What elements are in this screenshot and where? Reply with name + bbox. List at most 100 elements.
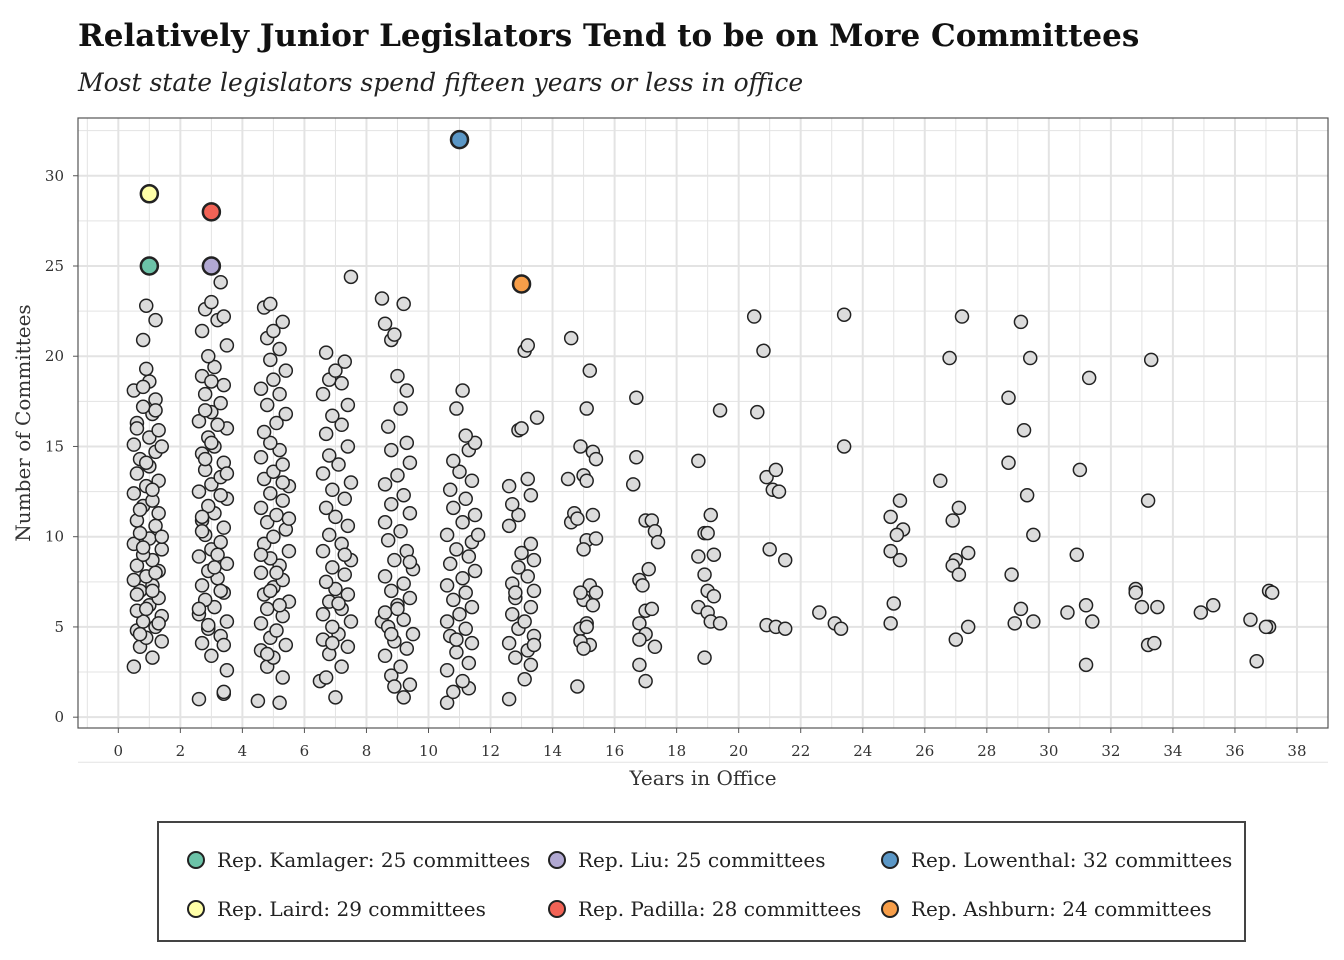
data-point	[210, 417, 225, 433]
data-point	[501, 518, 517, 534]
data-point	[135, 540, 151, 555]
data-point	[1085, 614, 1100, 629]
data-point	[259, 601, 275, 617]
data-point	[697, 567, 712, 582]
legend-label: Rep. Liu: 25 committees	[578, 848, 826, 872]
data-point	[836, 307, 852, 322]
data-point	[635, 578, 650, 593]
data-point	[253, 450, 269, 465]
data-point	[883, 616, 898, 631]
data-point	[1069, 547, 1085, 562]
data-point	[1072, 462, 1088, 478]
data-point	[777, 552, 793, 568]
x-tick-label: 38	[1287, 742, 1306, 760]
data-point	[405, 626, 421, 642]
data-point	[321, 448, 337, 463]
data-point	[508, 585, 523, 600]
data-point	[340, 439, 356, 454]
data-point	[588, 531, 604, 546]
data-point	[517, 614, 532, 629]
data-point	[706, 547, 722, 562]
data-point	[1078, 598, 1094, 613]
data-point	[318, 345, 334, 360]
data-point	[712, 403, 728, 418]
data-point	[204, 648, 219, 664]
data-point	[446, 453, 461, 469]
data-point	[756, 343, 771, 359]
legend-item-padilla: Rep. Padilla: 28 committees	[548, 897, 861, 921]
x-tick-label: 18	[667, 742, 686, 760]
data-point	[629, 390, 644, 405]
highlight-point	[139, 256, 160, 276]
data-point	[191, 549, 207, 564]
legend-dot-icon	[548, 851, 566, 869]
data-point	[315, 607, 331, 622]
data-point	[511, 507, 526, 523]
data-point	[526, 583, 542, 599]
data-point	[526, 552, 542, 568]
data-point	[325, 408, 340, 424]
data-point	[269, 623, 284, 638]
data-point	[883, 509, 898, 525]
y-tick-label: 25	[45, 257, 64, 275]
y-tick-label: 30	[45, 167, 64, 185]
data-point	[390, 601, 405, 617]
data-point	[151, 422, 166, 438]
data-point	[275, 493, 290, 508]
y-tick-label: 5	[54, 618, 64, 636]
data-point	[263, 435, 278, 451]
data-point	[321, 527, 337, 543]
data-point	[442, 556, 458, 572]
legend-item-lowenthal: Rep. Lowenthal: 32 committees	[881, 848, 1232, 872]
data-point	[343, 475, 359, 490]
data-point	[703, 507, 719, 523]
data-point	[706, 589, 722, 604]
data-point	[151, 505, 166, 521]
data-point	[269, 507, 284, 523]
data-point	[315, 386, 331, 402]
data-point	[1004, 567, 1019, 582]
data-point	[154, 634, 169, 649]
legend-item-liu: Rep. Liu: 25 committees	[548, 848, 825, 872]
data-point	[191, 601, 207, 617]
data-point	[399, 435, 415, 451]
data-point	[129, 558, 145, 573]
data-point	[455, 383, 470, 398]
data-point	[393, 524, 408, 539]
data-point	[396, 612, 411, 627]
data-point	[579, 619, 594, 635]
data-point	[1001, 455, 1016, 470]
data-point	[126, 486, 142, 501]
data-point	[632, 657, 647, 673]
x-tick-label: 6	[300, 742, 310, 760]
data-point	[691, 549, 706, 564]
data-point	[889, 527, 905, 543]
data-point	[1026, 614, 1041, 629]
data-point	[135, 379, 151, 395]
data-point	[253, 565, 269, 581]
data-point	[334, 659, 349, 674]
data-point	[194, 509, 210, 525]
data-point	[563, 330, 579, 346]
data-point	[464, 599, 480, 615]
data-point	[129, 466, 145, 481]
data-point	[315, 466, 331, 481]
data-point	[644, 601, 660, 617]
data-point	[197, 451, 213, 467]
data-point	[126, 659, 142, 674]
x-tick-label: 30	[1039, 742, 1058, 760]
x-tick-label: 8	[362, 742, 372, 760]
data-point	[384, 583, 399, 599]
data-point	[641, 561, 656, 577]
data-point	[439, 578, 455, 593]
data-point	[954, 309, 970, 324]
data-point	[278, 363, 294, 378]
y-tick-label: 10	[45, 528, 64, 546]
data-point	[446, 592, 461, 608]
data-point	[197, 403, 213, 418]
data-point	[768, 462, 784, 478]
data-point	[573, 585, 588, 600]
x-tick-label: 14	[543, 742, 562, 760]
data-point	[263, 352, 278, 368]
data-point	[560, 471, 576, 487]
